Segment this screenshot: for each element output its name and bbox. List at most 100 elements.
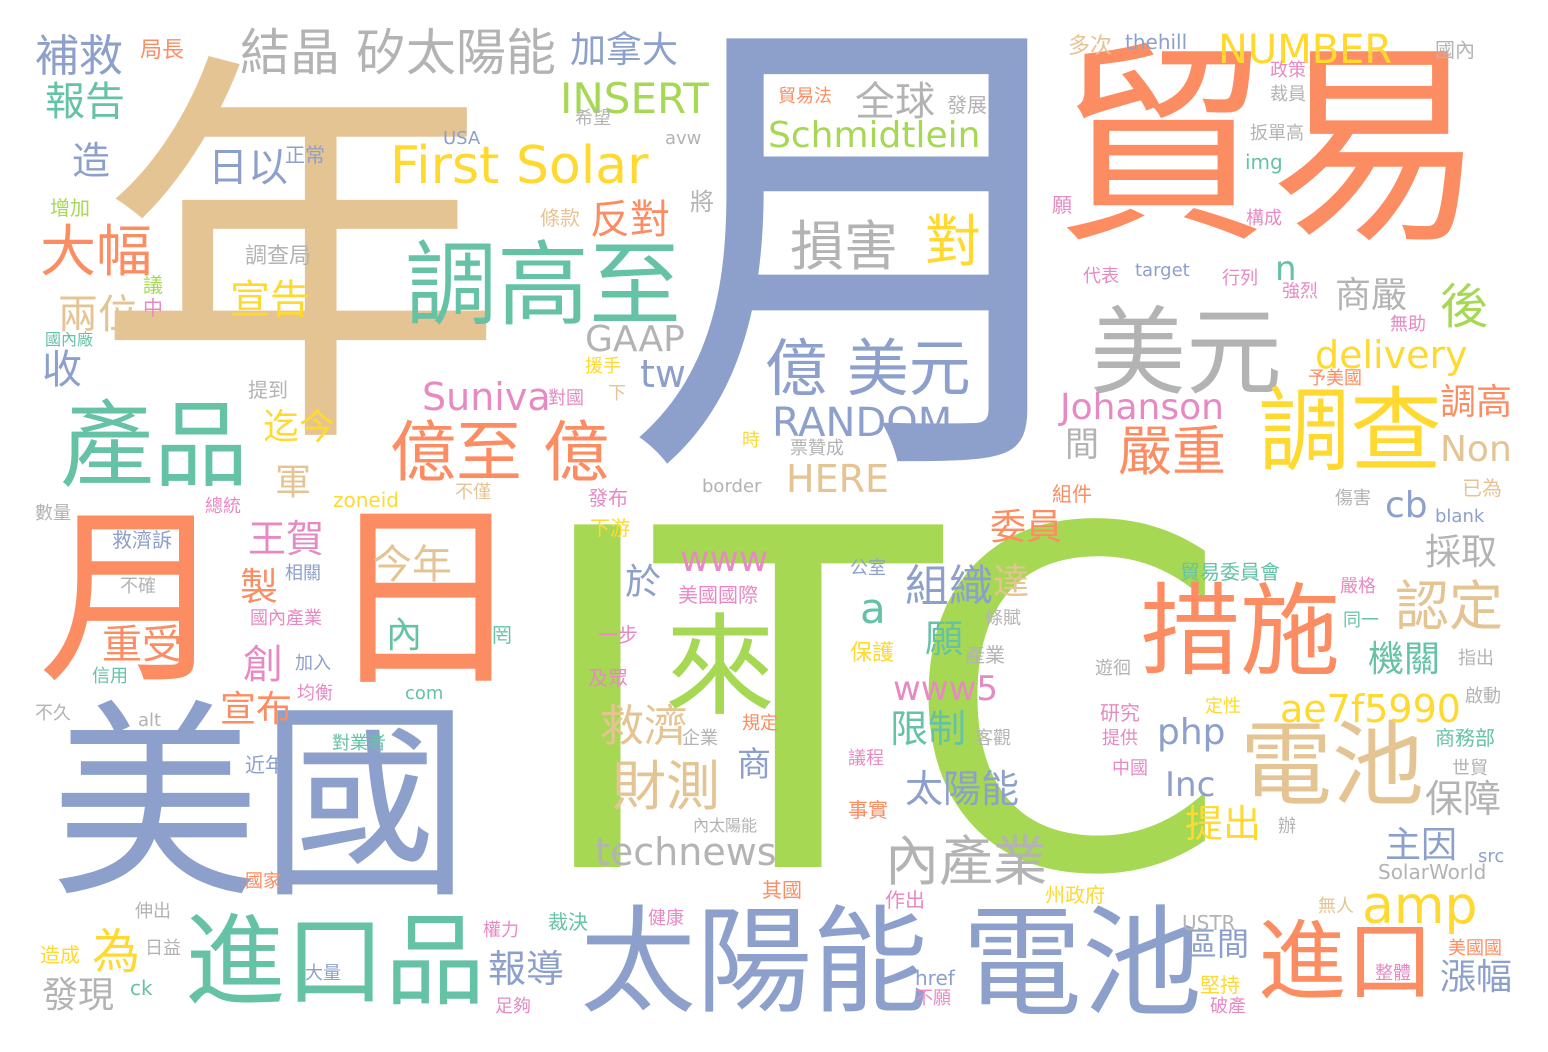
word-jizhong: 及眾 <box>588 666 628 690</box>
word-dingxing: 定性 <box>1205 696 1241 717</box>
word-yue-large: 月 <box>625 0 1115 540</box>
word-alt: alt <box>138 710 162 731</box>
word-target: target <box>1135 260 1190 281</box>
word-here: HERE <box>786 457 889 501</box>
word-tichu: 提出 <box>1185 802 1262 846</box>
word-zhengti: 整體 <box>1375 963 1411 984</box>
word-yu: 於 <box>625 562 662 603</box>
word-meiyuan-gray: 美元 <box>1090 297 1282 409</box>
word-goucheng: 構成 <box>1246 208 1282 229</box>
word-caiyuan: 裁員 <box>1270 84 1306 105</box>
word-jiejing-guitaiyangneng: 結晶 矽太陽能 <box>240 24 556 82</box>
word-technews: technews <box>595 830 777 874</box>
word-diaochaju: 調查局 <box>245 244 312 269</box>
word-hanglie: 行列 <box>1222 268 1258 289</box>
word-n: n <box>1275 249 1297 289</box>
word-shangwubu: 商務部 <box>1435 726 1495 750</box>
word-first-solar: First Solar <box>390 136 649 196</box>
word-com: com <box>405 683 444 704</box>
word-jiankang: 健康 <box>648 908 684 929</box>
word-qiguo: 其國 <box>762 878 802 902</box>
word-zhuyin: 主因 <box>1385 825 1458 866</box>
word-taiyangneng-small: 太陽能 <box>905 767 1020 811</box>
word-junheng: 均衡 <box>297 683 333 704</box>
word-jiguan: 機關 <box>1368 639 1441 680</box>
word-chanye: 產業 <box>965 643 1005 667</box>
word-cb: cb <box>1385 485 1428 526</box>
word-sunhai: 損害 <box>790 215 898 278</box>
word-keguan: 客觀 <box>975 728 1011 749</box>
word-zugou: 足夠 <box>495 996 531 1017</box>
word-qiye: 企業 <box>682 728 718 749</box>
word-wuren: 無人 <box>1318 896 1354 917</box>
word-nian: 年 <box>95 21 505 499</box>
word-jun: 軍 <box>275 462 312 503</box>
word-bujin: 不僅 <box>455 482 491 503</box>
word-shenchu: 伸出 <box>135 901 171 922</box>
word-src: src <box>1478 846 1505 867</box>
word-rending: 認定 <box>1395 575 1503 638</box>
word-zujian: 組件 <box>1052 482 1092 506</box>
word-daibiao: 代表 <box>1083 266 1119 287</box>
word-qianglie: 強烈 <box>1282 281 1318 302</box>
word-yuanshou: 援手 <box>585 356 621 377</box>
word-php: php <box>1157 712 1226 753</box>
word-yicheng: 議程 <box>848 748 884 769</box>
word-dui: 對 <box>925 210 981 275</box>
word-quanqiu: 全球 <box>855 79 935 125</box>
word-ri: 日 <box>325 483 526 716</box>
word-zhongshou: 重受 <box>102 622 182 668</box>
word-yuan: 願 <box>925 617 964 661</box>
word-ustr: USTR <box>1182 911 1236 935</box>
word-zao: 造 <box>72 139 111 183</box>
word-baodao: 報導 <box>488 947 565 991</box>
word-maoyi: 貿易 <box>1055 22 1485 273</box>
word-jiang: 將 <box>690 188 714 216</box>
word-inc: Inc <box>1165 765 1216 805</box>
word-johanson: Johanson <box>1060 387 1224 428</box>
word-maoyifa: 貿易法 <box>778 86 832 107</box>
word-diaocha: 調查 <box>1258 378 1443 485</box>
word-zoneid: zoneid <box>333 488 399 512</box>
word-zhengchang: 正常 <box>285 143 325 167</box>
word-nei: 內 <box>386 615 423 656</box>
word-zhouzhengfu: 州政府 <box>1045 883 1105 907</box>
word-caijue: 裁決 <box>548 910 588 934</box>
word-tiaogao: 調高 <box>1440 382 1513 423</box>
word-www5: www5 <box>893 669 999 709</box>
word-jian: 間 <box>1065 425 1099 465</box>
word-cuoshi: 措施 <box>1140 573 1340 690</box>
word-faxian: 發現 <box>42 975 115 1016</box>
word-shishi: 事實 <box>848 798 888 822</box>
word-guojia: 國家 <box>245 871 281 892</box>
word-yanzhong: 嚴重 <box>1118 420 1226 483</box>
word-wang: 罔 <box>492 623 512 647</box>
word-jiaru: 加入 <box>295 653 331 674</box>
word-xianzhi: 限制 <box>890 707 967 751</box>
word-chanpin: 產品 <box>60 392 249 501</box>
word-xia: 下 <box>608 383 626 404</box>
word-jinnian-recent: 近年 <box>245 753 285 777</box>
word-zhi: 製 <box>240 565 279 609</box>
word-fazhan: 發展 <box>947 93 987 117</box>
word-baohu: 保護 <box>850 641 895 666</box>
word-jinkoupin: 進口品 <box>185 903 485 1020</box>
word-riyi-increasing: 日益 <box>145 938 181 959</box>
word-href: href <box>915 966 955 990</box>
word-gongshi: 公室 <box>850 558 886 579</box>
word-non: Non <box>1440 429 1512 470</box>
word-yi: 議 <box>143 273 163 297</box>
word-border: border <box>702 476 762 497</box>
word-shanghai: 傷害 <box>1335 488 1371 509</box>
word-solarworld: SolarWorld <box>1378 860 1487 884</box>
word-zhengce: 政策 <box>1270 60 1306 81</box>
word-jiuji: 救濟 <box>600 701 688 752</box>
word-zhangfu: 漲幅 <box>1440 957 1513 998</box>
word-jiujisu: 救濟訴 <box>112 528 172 552</box>
word-gaap: GAAP <box>585 319 685 360</box>
word-img: img <box>1245 150 1283 174</box>
word-zengjia: 增加 <box>50 196 90 220</box>
word-duoci: 多次 <box>1068 34 1113 59</box>
word-juzhang: 局長 <box>140 38 185 63</box>
word-bandangao: 扳單高 <box>1250 123 1304 144</box>
